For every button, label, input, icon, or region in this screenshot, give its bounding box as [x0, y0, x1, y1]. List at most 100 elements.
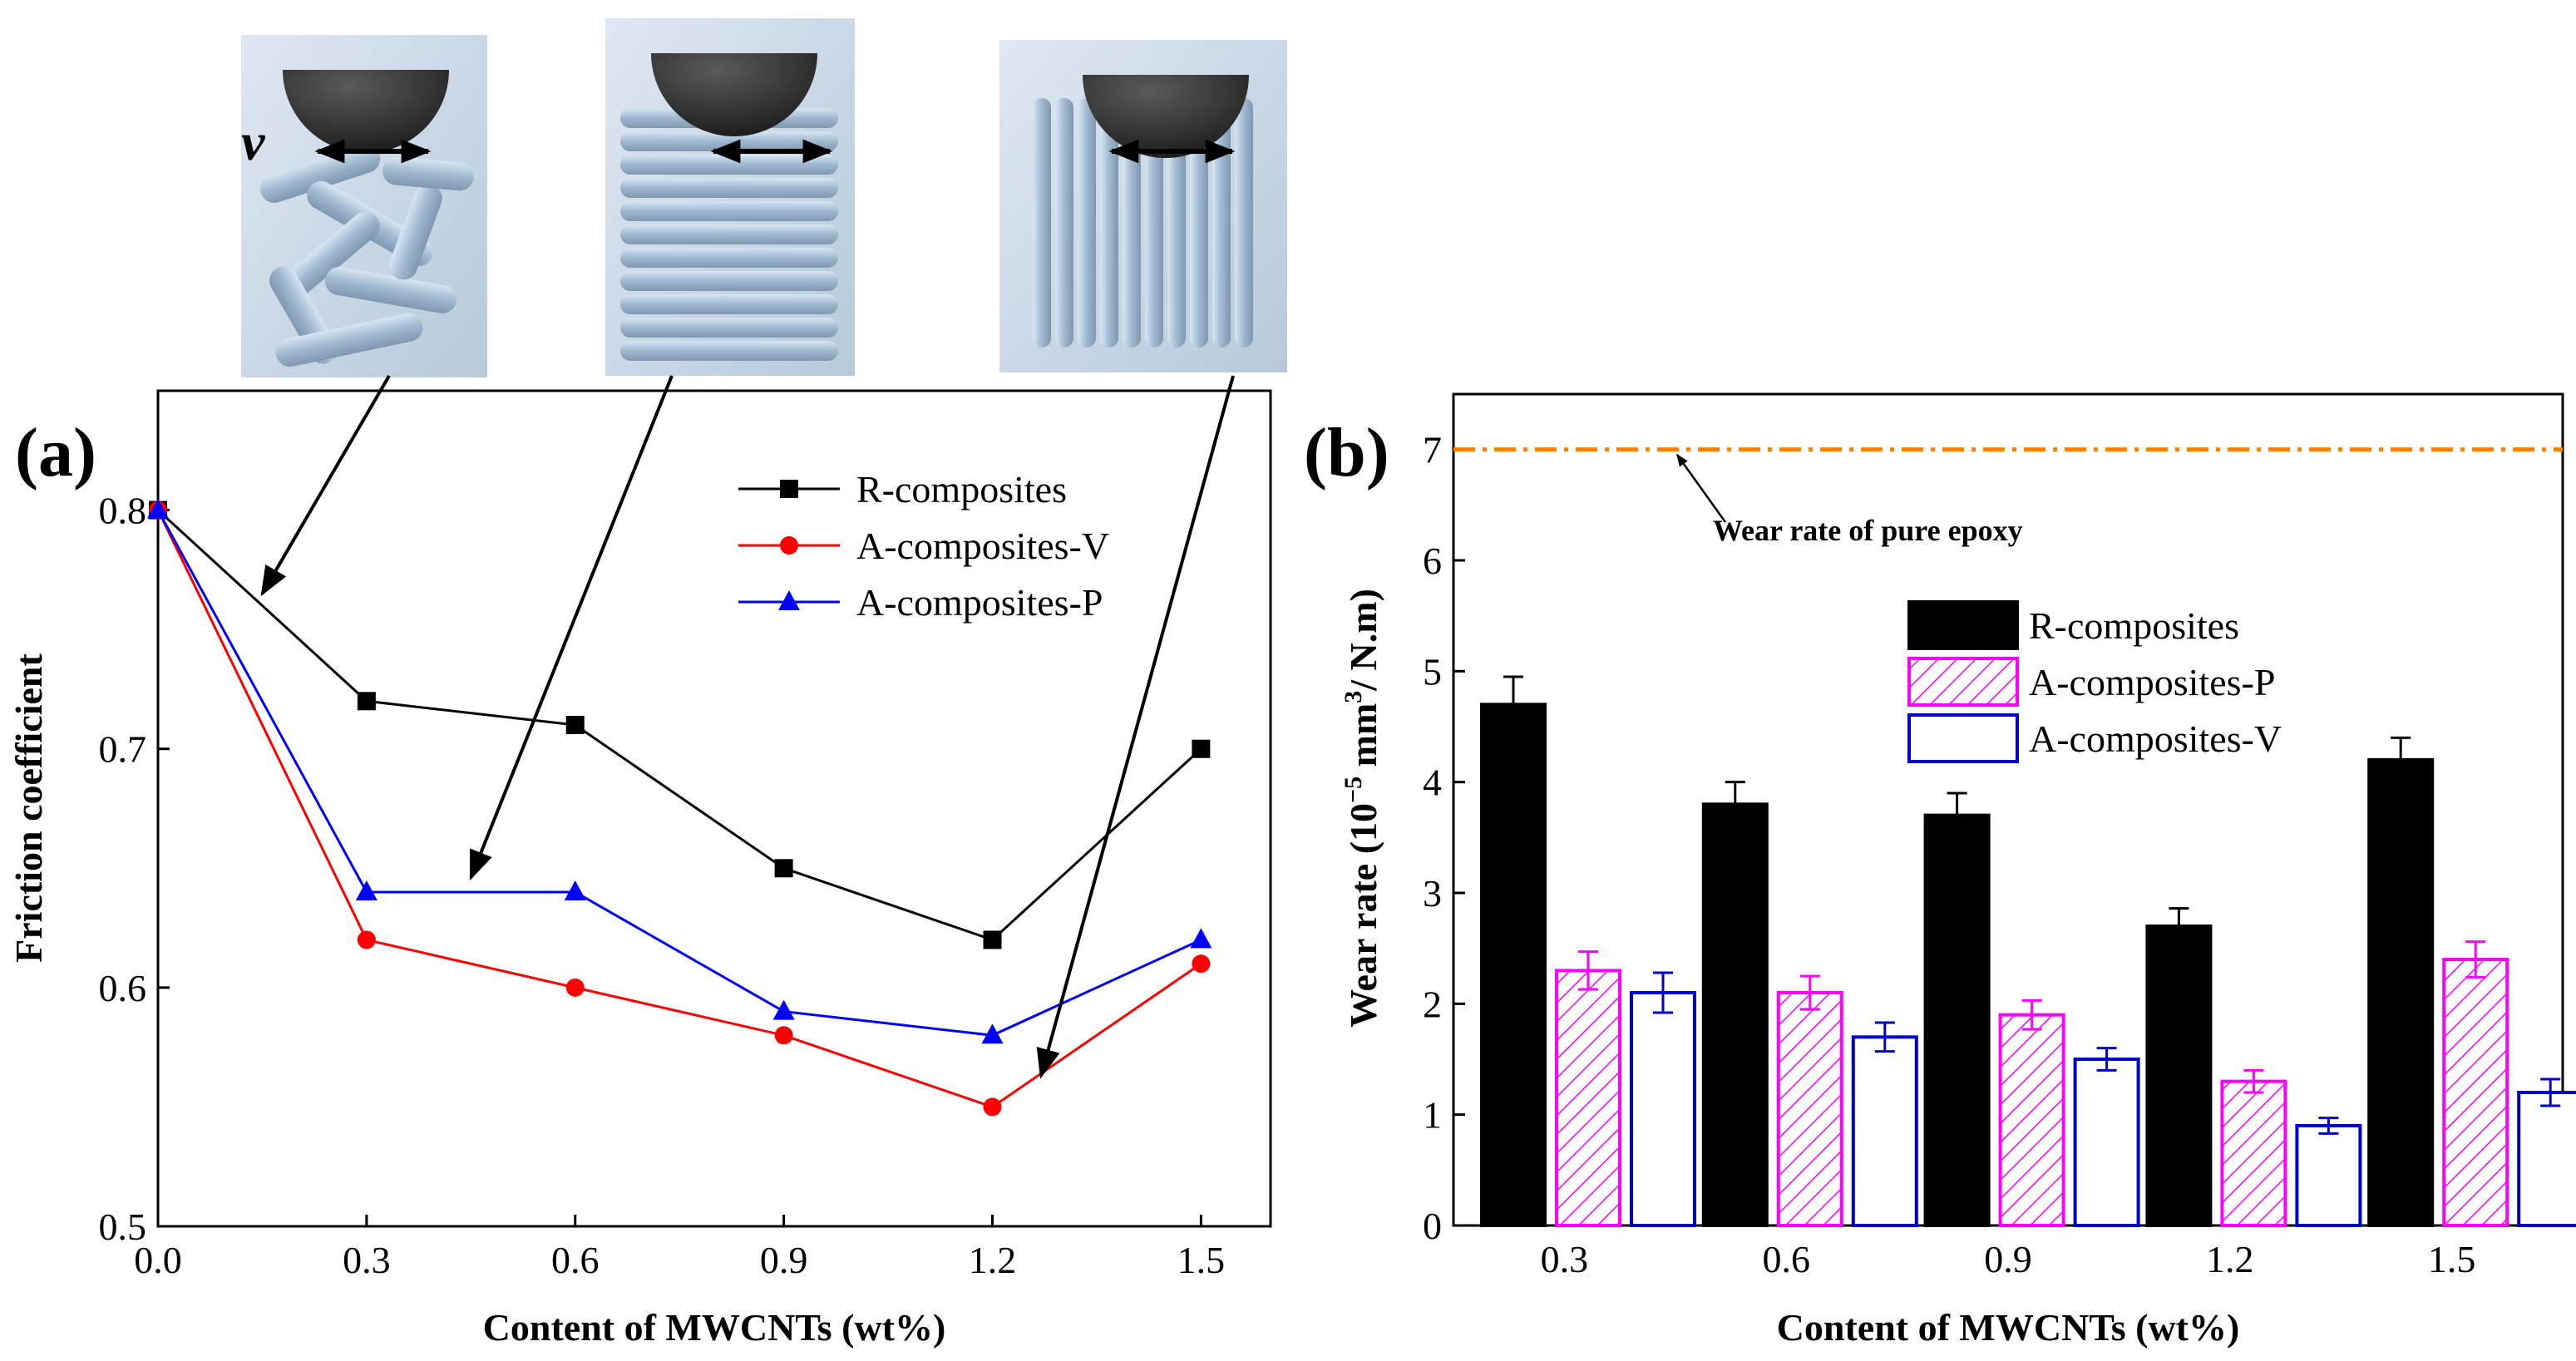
y-title-part-3: / N.m) [1342, 589, 1384, 692]
inset-pointer-arrow [260, 374, 391, 597]
y-title-sup-1: −5 [1340, 777, 1367, 803]
x-axis-b: 0.3 0.6 0.9 1.2 1.5 [1541, 1214, 2476, 1280]
nanotube-rod [1078, 98, 1096, 348]
y-axis-title-a: Friction coefficient [7, 653, 50, 962]
panel-a: (a) 0.0 0.3 0.6 0.9 1.2 1.5 0.5 0.6 0.7 0.8 Cont… [7, 374, 1272, 1349]
y-tick-label: 6 [1423, 540, 1442, 582]
nanotube-rod [620, 201, 838, 221]
legend-label: R-composites [2029, 604, 2239, 647]
x-tick-label: 0.6 [1762, 1238, 1810, 1280]
bar-r-composites [1701, 802, 1769, 1227]
y-tick-label: 1 [1423, 1094, 1442, 1137]
legend-label: A-composites-V [2029, 717, 2282, 760]
y-axis-title-b: Wear rate (10−5 mm3/ N.m) [1340, 589, 1384, 1028]
nanotube-rods [620, 108, 838, 361]
panel-label-b: (b) [1304, 414, 1389, 491]
bar-a-composites-v [2073, 1058, 2140, 1227]
data-point-a-composites-p [355, 880, 378, 900]
inset-pointer-arrow [1036, 375, 1235, 1079]
data-point-r-composites [774, 859, 793, 878]
data-point-r-composites [1192, 739, 1211, 758]
series-line-a-composites-v [156, 509, 1202, 1109]
data-point-a-composites-v [565, 978, 585, 997]
nanotube-rod [1033, 98, 1051, 348]
legend-marker [780, 536, 798, 555]
y-tick-label: 3 [1423, 872, 1442, 915]
legend-a: R-composites A-composites-V A-composites-P [738, 468, 1109, 624]
data-point-a-composites-p [772, 999, 795, 1020]
bar-a-composites-v [2295, 1124, 2362, 1227]
bar-a-composites-p [1555, 969, 1621, 1228]
bar-r-composites [2367, 758, 2435, 1227]
legend-swatch [1907, 600, 2019, 650]
nanotube-rod [620, 178, 838, 198]
inset-vertical-orientation [999, 40, 1287, 372]
bar-r-composites [2145, 925, 2213, 1227]
speed-label: v [241, 112, 265, 171]
legend-label: A-composites-P [2029, 661, 2275, 703]
y-tick-label: 0.5 [99, 1206, 147, 1248]
reference-annotation: Wear rate of pure epoxy [1713, 514, 2023, 547]
bar-a-composites-p [2442, 958, 2509, 1227]
x-tick-label: 0.0 [134, 1239, 182, 1281]
x-tick-label: 1.2 [2206, 1238, 2254, 1280]
x-tick-label: 0.3 [1541, 1238, 1589, 1280]
x-tick-label: 0.9 [1984, 1238, 2032, 1280]
legend-marker [780, 480, 798, 498]
data-point-r-composites [357, 692, 376, 711]
bar-r-composites [1480, 703, 1547, 1227]
data-point-r-composites [983, 930, 1002, 949]
x-tick-label: 0.3 [343, 1239, 391, 1281]
y-tick-label: 0.6 [99, 967, 147, 1009]
data-point-a-composites-p [981, 1023, 1004, 1044]
panel-b: (b) 0 1 2 3 4 5 6 7 0.3 0.6 0.9 1.2 1.5 Content of … [1304, 392, 2576, 1349]
y-tick-label: 0.7 [99, 728, 147, 771]
x-tick-label: 1.5 [2428, 1238, 2476, 1280]
nanotube-rod [620, 248, 838, 268]
x-axis-title-b: Content of MWCNTs (wt%) [1777, 1306, 2240, 1349]
data-point-a-composites-p [1190, 928, 1212, 949]
bar-a-composites-p [2220, 1079, 2287, 1227]
bar-a-composites-v [1630, 991, 1696, 1227]
y-title-part-2: mm [1342, 703, 1384, 777]
reference-line: Wear rate of pure epoxy [1453, 447, 2563, 547]
y-tick-label: 2 [1423, 983, 1442, 1025]
data-point-r-composites [565, 716, 585, 734]
data-point-a-composites-v [983, 1097, 1002, 1117]
y-tick-label: 7 [1423, 429, 1442, 471]
nanotube-rods [259, 145, 474, 367]
legend-marker [778, 590, 800, 610]
x-tick-label: 0.9 [760, 1239, 808, 1281]
legend-label: A-composites-V [856, 525, 1109, 567]
nanotube-rod [620, 341, 838, 361]
bar-a-composites-v [1851, 1035, 1918, 1228]
data-point-a-composites-p [147, 498, 169, 519]
plot-frame-a [156, 389, 1272, 1228]
legend-swatch [1907, 713, 2019, 763]
x-tick-label: 0.6 [551, 1239, 600, 1281]
bar-a-composites-p [1998, 1013, 2065, 1227]
y-axis-a: 0.5 0.6 0.7 0.8 [99, 490, 170, 1248]
bars-b [1480, 675, 2576, 1228]
nanotube-rod [620, 318, 838, 338]
y-axis-b: 0 1 2 3 4 5 6 7 [1423, 429, 1465, 1247]
nanotube-rod [620, 155, 838, 175]
x-tick-label: 1.5 [1177, 1239, 1226, 1281]
x-axis-title-a: Content of MWCNTs (wt%) [483, 1306, 946, 1349]
y-tick-label: 5 [1423, 650, 1442, 693]
data-point-a-composites-v [357, 930, 376, 949]
inset-parallel-orientation [605, 18, 855, 376]
nanotube-rod [1055, 98, 1073, 348]
nanotube-rod [620, 224, 838, 244]
inset-pointer-arrow [469, 375, 674, 881]
legend-swatch [1907, 657, 2019, 707]
counterface-ball [283, 70, 449, 153]
series-a [147, 498, 1212, 1117]
series-line-a-composites-p [156, 509, 1202, 1037]
series-line-r-composites [156, 509, 1202, 942]
y-tick-label: 4 [1423, 762, 1442, 804]
nanotube-rod [620, 271, 838, 291]
reference-annotation-arrow [1675, 453, 1727, 523]
x-tick-label: 1.2 [969, 1239, 1017, 1281]
panel-label-a: (a) [15, 414, 96, 491]
